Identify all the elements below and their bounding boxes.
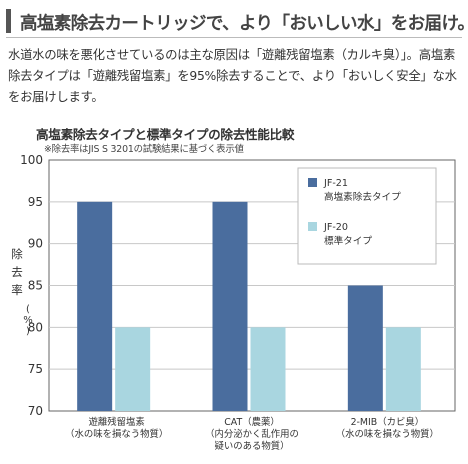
y-tick-label-80: 80 <box>28 320 43 334</box>
y-tick-label-75: 75 <box>28 362 43 376</box>
headline-divider <box>6 37 462 38</box>
legend-name-jf21: JF-21 <box>323 178 348 189</box>
bar-jf20-cat3 <box>385 327 421 411</box>
legend-swatch-jf20 <box>308 222 317 231</box>
legend-name-jf20: JF-20 <box>323 222 348 233</box>
y-tick-label-100: 100 <box>20 153 43 167</box>
x-category-label-3: 2-MIB（カビ臭）（水の味を損なう物質） <box>336 416 439 440</box>
y-tick-label-90: 90 <box>28 237 43 251</box>
legend-box <box>297 167 437 265</box>
chart-title: 高塩素除去タイプと標準タイプの除去性能比較 <box>36 127 295 142</box>
x-category-label-1: 遊離残留塩素（水の味を損なう物質） <box>65 416 168 440</box>
bar-jf21-cat1 <box>77 201 113 411</box>
description-text: 水道水の味を悪化させているのは主な原因は「遊離残留塩素（カルキ臭）」。高塩素除去… <box>8 47 457 104</box>
bar-jf20-cat1 <box>115 327 151 411</box>
page-title: 高塩素除去カートリッジで、より「おいしい水」をお届け。 <box>20 14 468 34</box>
legend-swatch-jf21 <box>308 178 317 187</box>
legend-subname-jf21: 高塩素除去タイプ <box>324 191 401 203</box>
headline: 高塩素除去カートリッジで、より「おいしい水」をお届け。 <box>6 6 468 36</box>
x-category-label-2: CAT（農薬）（内分泌かく乱作用の疑いのある物質） <box>205 416 299 452</box>
legend-subname-jf20: 標準タイプ <box>324 235 372 247</box>
y-tick-label-85: 85 <box>28 279 43 293</box>
bar-jf21-cat2 <box>212 201 248 411</box>
y-tick-label-95: 95 <box>28 195 43 209</box>
bar-jf20-cat2 <box>250 327 286 411</box>
bar-jf21-cat3 <box>347 285 383 411</box>
headline-accent-bar <box>6 9 11 33</box>
y-tick-label-70: 70 <box>28 404 43 418</box>
chart-note: ※除去率はJIS S 3201の試験結果に基づく表示値 <box>44 144 244 155</box>
